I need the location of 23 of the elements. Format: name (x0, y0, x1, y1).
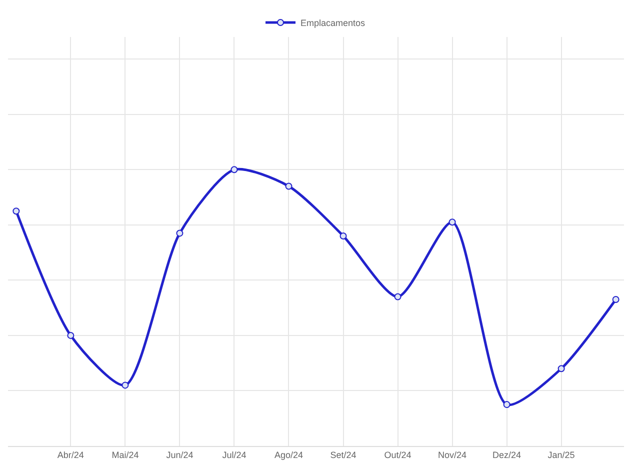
point (448, 218, 456, 226)
x-tick-label: Jun/24 (166, 450, 194, 460)
x-tick-label: Dez/24 (492, 450, 522, 460)
point (503, 401, 510, 408)
x-tick-label: Jul/24 (222, 450, 246, 460)
point (558, 365, 565, 372)
x-tick-label: Jan/25 (548, 450, 575, 460)
point (176, 230, 184, 237)
point (340, 232, 347, 240)
x-tick-label: Abr/24 (57, 450, 84, 460)
point (394, 293, 402, 300)
legend-label: Emplacamentos (300, 18, 366, 28)
point (67, 332, 74, 339)
point (285, 182, 292, 190)
x-tick-label: Ago/24 (274, 450, 304, 460)
x-tick-label: Nov/24 (438, 450, 467, 460)
point (230, 166, 238, 174)
point (122, 382, 129, 389)
x-tick-label: Mai/24 (112, 450, 139, 460)
x-tick-label: Out/24 (384, 450, 412, 460)
point (12, 208, 20, 215)
x-tick-label: Set/24 (330, 450, 356, 460)
point (612, 296, 620, 304)
